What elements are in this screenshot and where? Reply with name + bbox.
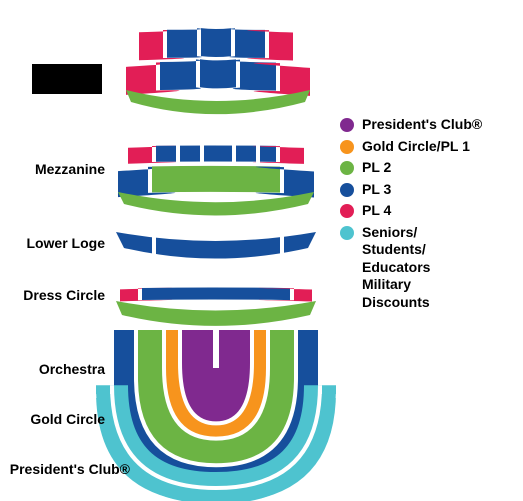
legend-swatch bbox=[340, 161, 354, 175]
label-dress_circle: Dress Circle bbox=[0, 288, 105, 303]
legend-text: PL 4 bbox=[362, 202, 391, 220]
legend-item-pl4: PL 4 bbox=[340, 202, 482, 220]
legend-item-pl3: PL 3 bbox=[340, 181, 482, 199]
legend: President's Club® Gold Circle/PL 1 PL 2 PL … bbox=[340, 116, 482, 315]
seat-block bbox=[167, 28, 202, 57]
seat-block bbox=[229, 28, 265, 58]
lower-loge bbox=[116, 232, 316, 259]
seat-block bbox=[142, 287, 290, 300]
legend-item-presidents_club: President's Club® bbox=[340, 116, 482, 134]
label-gold_circle_lbl: Gold Circle bbox=[0, 412, 105, 427]
label-presidents_lbl: President's Club® bbox=[0, 462, 130, 477]
legend-text: President's Club® bbox=[362, 116, 482, 134]
legend-item-seniors: Seniors/Students/EducatorsMilitaryDiscou… bbox=[340, 224, 482, 312]
label-lower_loge: Lower Loge bbox=[0, 236, 105, 251]
seat-block bbox=[200, 59, 236, 88]
stage bbox=[32, 64, 102, 94]
legend-swatch bbox=[340, 140, 354, 154]
legend-swatch bbox=[340, 183, 354, 197]
legend-swatch bbox=[340, 118, 354, 132]
legend-text: Gold Circle/PL 1 bbox=[362, 138, 470, 156]
label-orchestra: Orchestra bbox=[0, 362, 105, 377]
legend-swatch bbox=[340, 226, 354, 240]
legend-item-gold_circle: Gold Circle/PL 1 bbox=[340, 138, 482, 156]
seat-block bbox=[201, 28, 231, 57]
seat-block bbox=[160, 59, 201, 90]
dress-green bbox=[116, 301, 316, 326]
legend-text: Seniors/Students/EducatorsMilitaryDiscou… bbox=[362, 224, 430, 312]
legend-swatch bbox=[340, 204, 354, 218]
legend-text: PL 2 bbox=[362, 159, 391, 177]
label-mezzanine: Mezzanine bbox=[0, 162, 105, 177]
legend-item-pl2: PL 2 bbox=[340, 159, 482, 177]
mezz-green bbox=[118, 192, 314, 215]
legend-text: PL 3 bbox=[362, 181, 391, 199]
seat-block bbox=[152, 166, 280, 193]
